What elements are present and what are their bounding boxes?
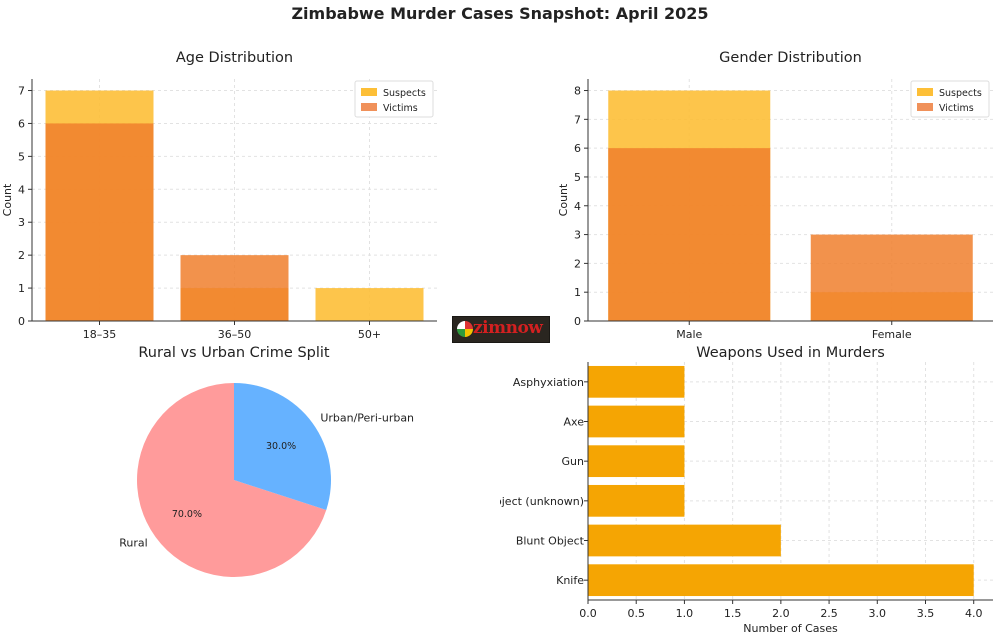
bar-sharp-object-unknown — [588, 484, 685, 517]
y-tick-label: 0 — [18, 315, 25, 328]
y-tick-label-knife: Knife — [556, 574, 584, 587]
x-tick-label: 2.5 — [820, 607, 838, 620]
legend-swatch-victims — [917, 103, 933, 111]
pie-pct-label-urban-peri-urban: 30.0% — [266, 441, 296, 452]
y-axis-label: Count — [557, 183, 570, 216]
y-tick-label: 7 — [18, 85, 25, 98]
logo-mark-icon — [457, 321, 473, 337]
x-axis-label: Number of Cases — [743, 622, 838, 635]
x-tick-label: 2.0 — [772, 607, 790, 620]
y-tick-label: 3 — [574, 229, 581, 242]
y-tick-label-gun: Gun — [562, 455, 584, 468]
x-tick-label: 1.5 — [724, 607, 742, 620]
x-tick-label: 3.0 — [869, 607, 887, 620]
y-tick-label: 7 — [574, 113, 581, 126]
bar-asphyxiation — [588, 365, 685, 398]
y-axis-label: Count — [1, 183, 14, 216]
rural-urban-pie-chart: Rural vs Urban Crime Split Rural 70.0% Urba… — [119, 345, 414, 577]
x-tick-label: 0.0 — [579, 607, 597, 620]
chart-title: Weapons Used in Murders — [696, 345, 885, 361]
x-tick-label-18-35: 18–35 — [83, 328, 117, 341]
chart-title: Gender Distribution — [719, 50, 862, 66]
pie-label-rural: Rural — [119, 537, 147, 550]
logo-wordmark: zimnow — [473, 318, 543, 338]
legend-label-suspects: Suspects — [939, 88, 982, 99]
y-tick-label: 2 — [18, 249, 25, 262]
y-tick-label: 6 — [574, 142, 581, 155]
y-tick-label: 4 — [18, 183, 25, 196]
bar-axe — [588, 405, 685, 438]
bar-victims-36-50 — [180, 255, 289, 321]
legend-label-victims: Victims — [383, 103, 418, 114]
legend-swatch-suspects — [361, 88, 377, 96]
x-tick-label-50: 50+ — [358, 328, 381, 341]
bar-victims-male — [608, 148, 771, 321]
legend-swatch-victims — [361, 103, 377, 111]
gender-distribution-chart: 0 1 2 3 4 5 6 7 8 Male Female Gender Distribution Co… — [557, 50, 993, 341]
y-tick-label: 5 — [574, 171, 581, 184]
legend-label-victims: Victims — [939, 103, 974, 114]
y-tick-label: 5 — [18, 150, 25, 163]
weapons-chart: 0.0 0.5 1.0 1.5 2.0 2.5 3.0 3.5 4.0 Knife Blunt Ob… — [500, 345, 993, 635]
bar-suspects-50 — [315, 288, 424, 321]
pie-slice-urban-peri-urban — [234, 383, 331, 510]
chart-title: Age Distribution — [176, 50, 293, 66]
y-tick-label: 3 — [18, 216, 25, 229]
legend-label-suspects: Suspects — [383, 88, 426, 99]
y-tick-label: 6 — [18, 117, 25, 130]
bar-victims-female — [810, 234, 973, 321]
bar-victims-18-35 — [45, 123, 154, 322]
bar-blunt-object — [588, 524, 781, 557]
x-tick-label-36-50: 36–50 — [218, 328, 252, 341]
age-distribution-chart: 0 1 2 3 4 5 6 7 18–35 36–50 50+ Age Distribution Cou… — [1, 50, 437, 341]
y-tick-label-asphyxiation: Asphyxiation — [513, 376, 584, 389]
chart-title: Rural vs Urban Crime Split — [138, 345, 330, 361]
y-tick-label: 4 — [574, 200, 581, 213]
x-tick-label: 0.5 — [627, 607, 645, 620]
pie-label-urban-peri-urban: Urban/Peri-urban — [320, 411, 414, 424]
y-tick-label-sharp-object-unknown: Sharp Object (unknown) — [500, 495, 584, 508]
x-tick-label: 4.0 — [965, 607, 983, 620]
y-tick-label-axe: Axe — [564, 416, 585, 429]
bar-knife — [588, 564, 974, 597]
bar-gun — [588, 445, 685, 478]
figure-title: Zimbabwe Murder Cases Snapshot: April 20… — [291, 4, 709, 23]
y-tick-label: 0 — [574, 315, 581, 328]
legend-swatch-suspects — [917, 88, 933, 96]
y-tick-label: 8 — [574, 85, 581, 98]
pie-pct-label-rural: 70.0% — [172, 509, 202, 520]
x-tick-label: 3.5 — [917, 607, 935, 620]
y-tick-label: 2 — [574, 257, 581, 270]
x-tick-label-female: Female — [872, 328, 912, 341]
zimnow-logo: zimnow — [452, 316, 550, 343]
x-tick-label: 1.0 — [676, 607, 694, 620]
y-tick-label: 1 — [18, 282, 25, 295]
pie-slice-rural — [137, 383, 327, 577]
y-tick-label: 1 — [574, 286, 581, 299]
y-tick-label-blunt-object: Blunt Object — [516, 535, 585, 548]
x-tick-label-male: Male — [676, 328, 702, 341]
